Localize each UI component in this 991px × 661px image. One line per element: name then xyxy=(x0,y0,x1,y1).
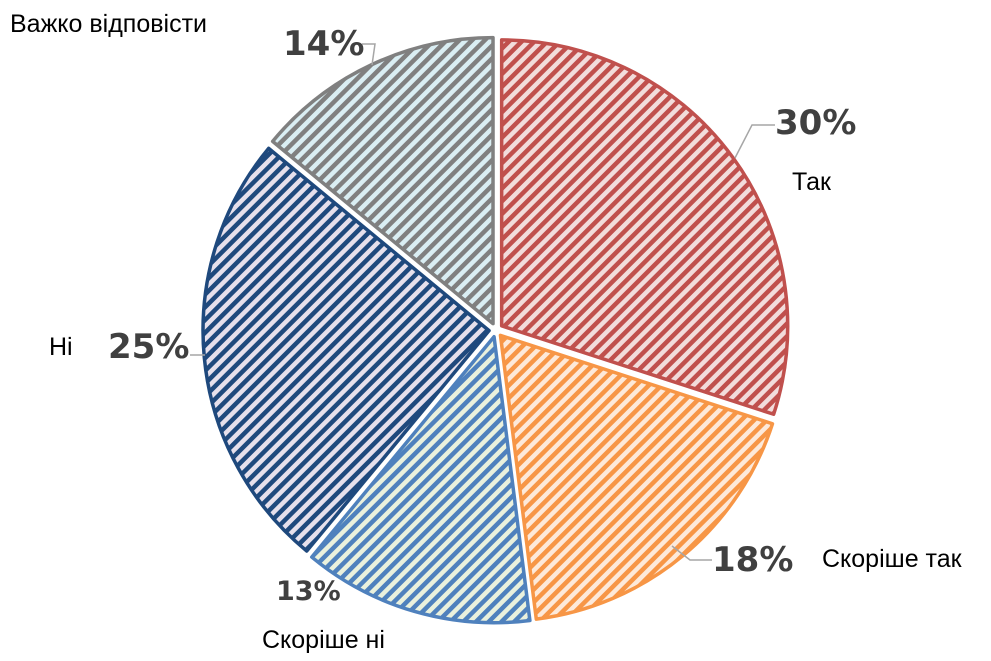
slice-percent-label-ni: 25% xyxy=(108,327,189,367)
pie-slice-skorishe-ni xyxy=(309,334,532,625)
leader-line-tak xyxy=(734,124,775,159)
slice-category-label-skorishe-ni: Скоріше ні xyxy=(262,626,385,654)
leader-line-vazhko xyxy=(362,43,376,66)
slice-category-label-skorishe-tak: Скоріше так xyxy=(822,545,963,573)
pie-slice-tak xyxy=(499,38,790,417)
pie-slice-vazhko xyxy=(270,35,495,326)
slice-category-label-ni: Ні xyxy=(49,333,73,361)
pie-slices xyxy=(201,35,790,625)
pie-slice-skorishe-tak xyxy=(498,333,775,621)
leader-line-skorishe-tak xyxy=(671,545,712,561)
slice-category-label-tak: Так xyxy=(792,168,832,196)
slice-percent-label-skorishe-ni: 13% xyxy=(276,576,341,607)
slice-percent-label-skorishe-tak: 18% xyxy=(712,540,793,580)
pie-slice-ni xyxy=(201,146,491,553)
leader-lines xyxy=(190,43,775,561)
slice-category-label-vazhko: Важко відповісти xyxy=(10,10,207,38)
slice-percent-label-tak: 30% xyxy=(775,103,856,143)
slice-percent-label-vazhko: 14% xyxy=(283,24,364,64)
